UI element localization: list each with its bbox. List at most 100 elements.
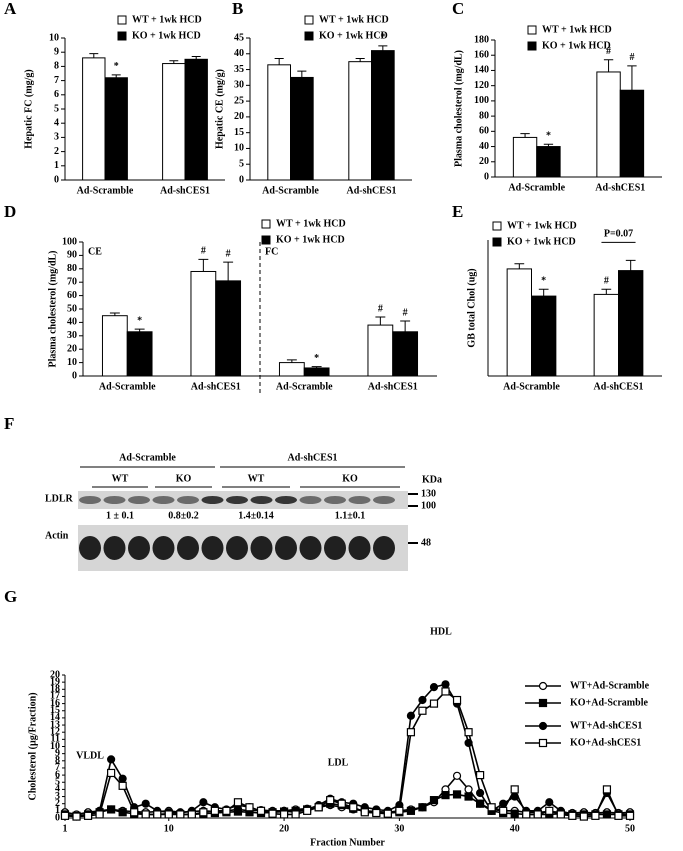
quantification: 1.1±0.1 xyxy=(335,510,366,521)
error-bar xyxy=(297,70,307,78)
blot-band xyxy=(373,536,395,560)
y-tick-label: 1 xyxy=(55,805,60,816)
bar xyxy=(104,77,128,181)
legend-label: WT+Ad-Scramble xyxy=(570,680,650,691)
data-point xyxy=(406,806,416,815)
error-bar xyxy=(89,53,99,58)
data-point xyxy=(545,806,554,815)
peak-label: HDL xyxy=(430,626,452,637)
y-tick-label: 0 xyxy=(484,171,489,182)
y-axis-title: GB total Chol (ug) xyxy=(466,268,477,347)
data-point xyxy=(210,806,219,815)
y-tick-label: 0 xyxy=(54,174,59,185)
data-point xyxy=(464,728,473,737)
legend-swatch xyxy=(492,237,502,247)
y-tick-label: 20 xyxy=(50,669,60,680)
y-tick-label: 16 xyxy=(50,698,60,709)
legend-swatch xyxy=(117,31,127,41)
y-tick-label: 15 xyxy=(234,127,244,138)
x-tick-label: Ad-shCES1 xyxy=(595,182,645,193)
data-point xyxy=(568,811,577,820)
data-point xyxy=(176,810,185,819)
y-tick-label: 3 xyxy=(54,132,59,143)
x-tick-label: Ad-shCES1 xyxy=(346,185,396,196)
data-point xyxy=(441,791,450,800)
data-point xyxy=(429,683,439,692)
blot-band xyxy=(348,496,371,504)
y-tick-label: 20 xyxy=(479,156,489,167)
error-bar xyxy=(375,316,386,326)
y-tick-label: 5 xyxy=(54,103,59,114)
data-point xyxy=(141,810,150,819)
data-point xyxy=(406,728,416,737)
legend-swatch xyxy=(304,15,314,25)
legend-label: WT + 1wk HCD xyxy=(542,24,612,35)
bar xyxy=(367,324,394,377)
bar xyxy=(593,293,620,377)
legend-label: WT + 1wk HCD xyxy=(276,218,346,229)
bracket-label: P=0.07 xyxy=(604,229,633,240)
panel-letter: C xyxy=(452,0,464,18)
data-point xyxy=(303,806,312,815)
data-point xyxy=(107,755,116,764)
row-label: Actin xyxy=(45,530,69,541)
data-point xyxy=(153,810,162,819)
data-point xyxy=(199,808,208,817)
y-tick-label: 19 xyxy=(50,676,60,687)
data-point xyxy=(441,680,450,689)
legend-label: KO + 1wk HCD xyxy=(507,236,576,247)
bar xyxy=(303,367,330,377)
legend-label: KO + 1wk HCD xyxy=(276,234,345,245)
data-point xyxy=(107,805,116,814)
data-point xyxy=(464,792,473,801)
data-point xyxy=(452,790,462,799)
y-tick-label: 10 xyxy=(50,741,60,752)
panel-letter: F xyxy=(4,414,14,433)
bar xyxy=(371,50,395,181)
significance-mark: # xyxy=(378,303,383,314)
y-tick-label: 30 xyxy=(67,330,77,341)
y-tick-label: 80 xyxy=(67,263,77,274)
data-point xyxy=(614,811,623,820)
data-point xyxy=(118,774,127,783)
y-tick-label: 2 xyxy=(54,146,59,157)
y-tick-label: 2 xyxy=(55,798,60,809)
x-tick-label: Ad-shCES1 xyxy=(191,381,241,392)
bar xyxy=(215,280,242,377)
data-point xyxy=(233,798,243,807)
legend-label: KO + 1wk HCD xyxy=(319,30,388,41)
blot-band xyxy=(79,496,101,504)
blot-band xyxy=(103,496,126,504)
legend-marker xyxy=(538,681,548,691)
blot-band xyxy=(128,496,150,504)
data-point xyxy=(406,711,416,720)
y-tick-label: 17 xyxy=(50,691,60,702)
y-tick-label: 90 xyxy=(67,250,77,261)
data-point xyxy=(556,810,565,819)
error-bar xyxy=(601,288,612,295)
legend-label: WT + 1wk HCD xyxy=(319,14,389,25)
unit-label: KDa xyxy=(422,474,442,485)
x-tick-label: Ad-Scramble xyxy=(262,185,319,196)
data-point xyxy=(487,803,496,812)
data-point xyxy=(222,806,231,815)
blot-band xyxy=(79,536,101,560)
blot-band xyxy=(373,496,395,504)
data-point xyxy=(476,770,485,780)
legend-label: WT+Ad-shCES1 xyxy=(570,720,642,731)
x-tick-label: 10 xyxy=(164,823,174,834)
y-tick-label: 10 xyxy=(67,357,77,368)
y-tick-label: 5 xyxy=(55,777,60,788)
bar xyxy=(290,76,314,181)
data-point xyxy=(326,796,335,805)
data-point xyxy=(429,699,439,708)
error-bar xyxy=(109,312,120,316)
group-label: FC xyxy=(265,246,278,257)
legend-marker xyxy=(538,721,548,731)
data-point xyxy=(579,812,588,821)
data-point xyxy=(418,706,427,715)
bar xyxy=(619,89,645,178)
error-bar xyxy=(311,366,322,368)
error-bar xyxy=(169,60,179,64)
